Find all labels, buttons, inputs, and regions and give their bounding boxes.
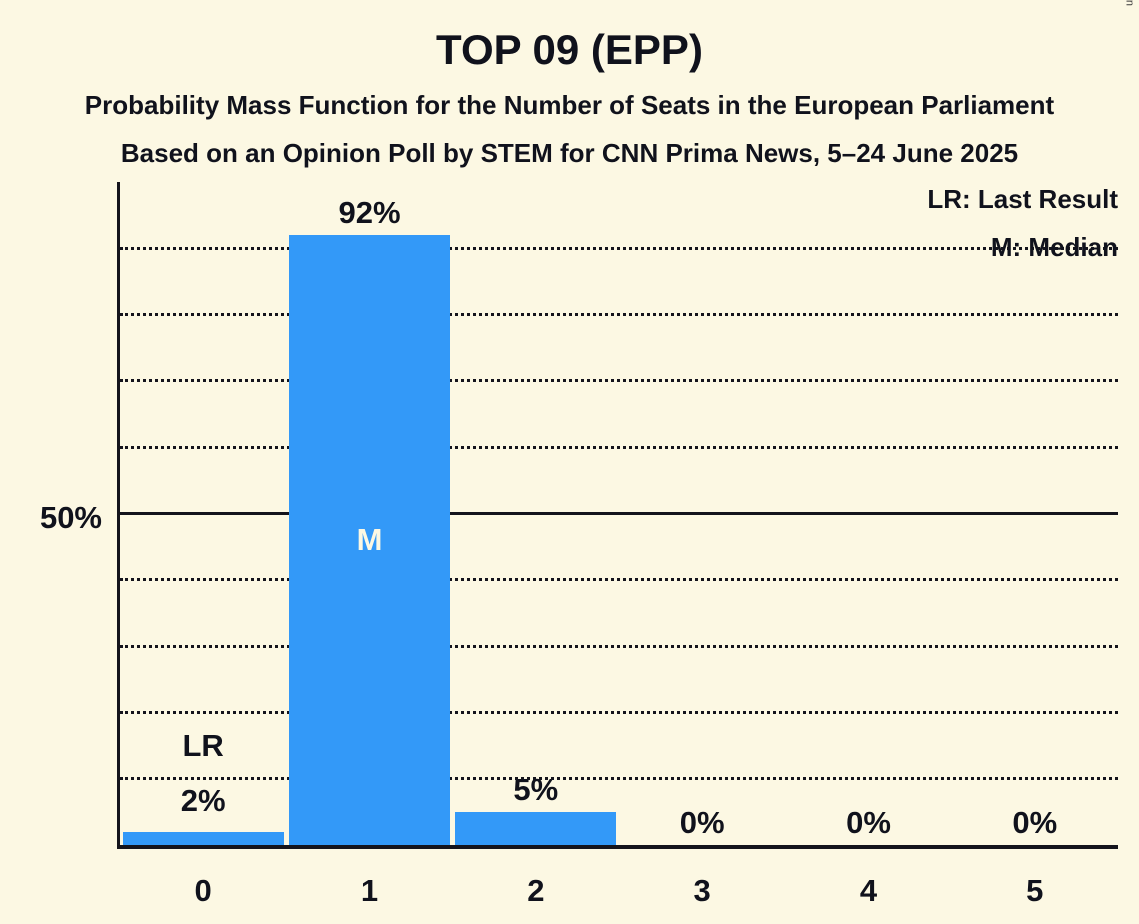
bar-seats-0 <box>122 831 284 845</box>
x-tick-label-5: 5 <box>1026 873 1044 908</box>
bar-value-label-4: 0% <box>846 805 891 840</box>
gridline-dotted-70 <box>120 379 1118 383</box>
gridline-dotted-60 <box>120 445 1118 449</box>
copyright-text: © 2025 Filip van Laenen <box>1123 0 1135 6</box>
gridline-dotted-30 <box>120 644 1118 648</box>
x-tick-label-0: 0 <box>194 873 212 908</box>
chart-source-line: Based on an Opinion Poll by STEM for CNN… <box>120 138 1019 168</box>
bar-value-label-0: LR 2% <box>120 718 286 828</box>
bar-value-label-5: 0% <box>1012 805 1058 840</box>
gridline-dotted-10 <box>120 777 1118 781</box>
y-axis-line <box>117 182 120 849</box>
chart-title: TOP 09 (EPP) <box>436 26 703 73</box>
x-tick-label-1: 1 <box>360 873 379 908</box>
x-tick-label-3: 3 <box>693 873 711 908</box>
gridline-dotted-80 <box>120 313 1118 317</box>
legend-last-result: LR: Last Result <box>927 184 1118 214</box>
x-axis-line <box>117 845 1118 849</box>
plot-area: 50% LR: Last Result M: Median 0 1 2 3 4 5 LR 2… <box>40 182 1118 908</box>
bar-seats-2 <box>455 811 617 845</box>
chart-subtitle: Probability Mass Function for the Number… <box>84 90 1055 120</box>
gridline-dotted-20 <box>120 710 1118 714</box>
x-axis-labels: 0 1 2 3 4 5 <box>120 873 1118 909</box>
bar-seats-1 <box>288 235 451 845</box>
last-result-marker: LR <box>182 727 224 763</box>
bar-value-text: 2% <box>180 782 226 818</box>
gridline-dotted-90 <box>120 246 1118 250</box>
gridline-solid-50 <box>120 512 1118 515</box>
gridline-dotted-40 <box>120 578 1118 582</box>
bar-value-label-2: 5% <box>513 771 559 807</box>
bar-value-label-3: 0% <box>679 805 725 840</box>
median-marker: M <box>356 522 383 557</box>
legend-median: M: Median <box>990 232 1118 262</box>
x-tick-label-4: 4 <box>859 873 878 908</box>
bar-value-label-1: 92% <box>338 195 401 231</box>
x-tick-label-2: 2 <box>527 873 545 908</box>
y-tick-label-50: 50% <box>39 500 102 535</box>
